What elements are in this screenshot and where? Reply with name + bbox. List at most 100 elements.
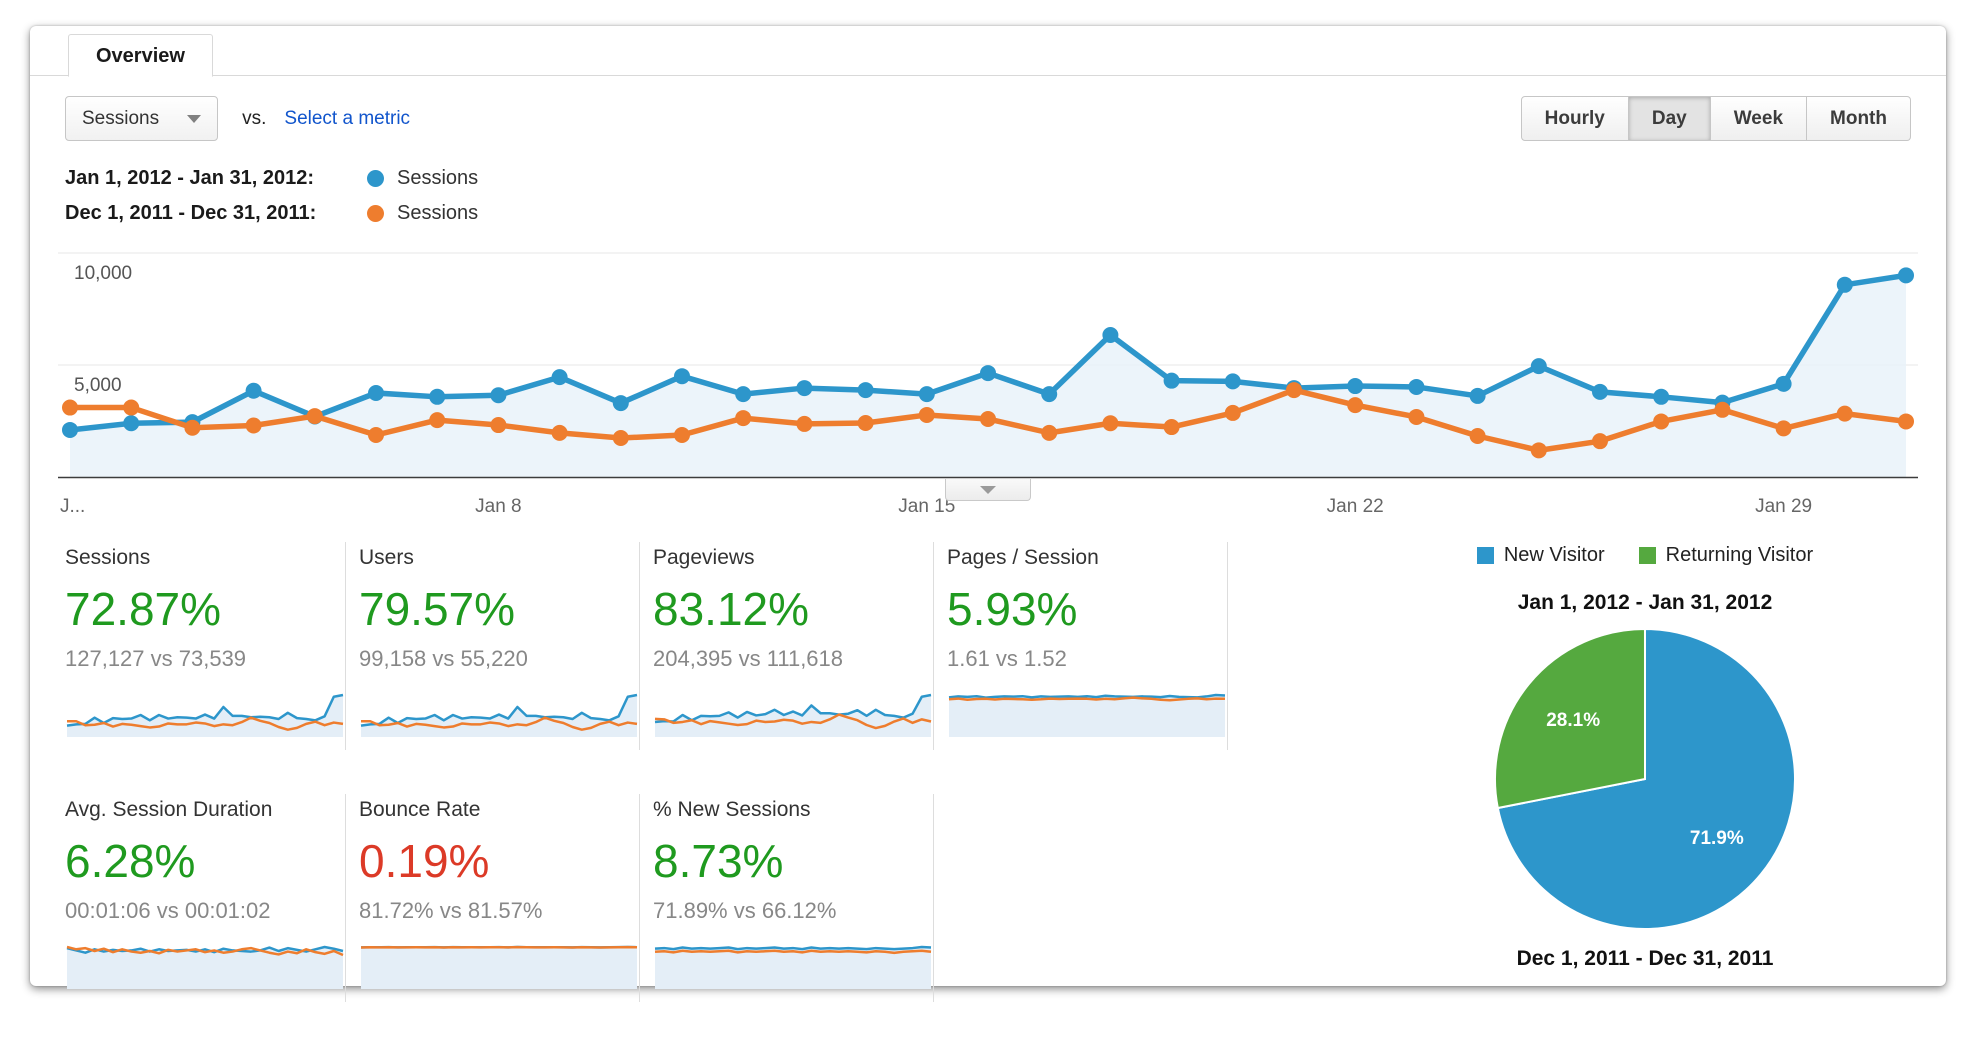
data-point [490,417,506,433]
sparkline-series [655,947,931,949]
pie-slice-label: 28.1% [1546,710,1600,731]
scorecard-users: Users 79.57% 99,158 vs 55,220 [359,542,640,750]
scorecard-values: 71.89% vs 66.12% [653,898,916,924]
scorecard-bounce-rate: Bounce Rate 0.19% 81.72% vs 81.57% [359,794,640,1002]
scorecard-delta: 0.19% [359,834,622,888]
scorecard-delta: 8.73% [653,834,916,888]
granularity-button-month[interactable]: Month [1807,96,1911,141]
scorecard-values: 204,395 vs 111,618 [653,646,916,672]
visitor-type-pie-chart: 71.9%28.1% [1485,619,1805,939]
vs-label: vs. [242,108,266,130]
granularity-button-day[interactable]: Day [1629,96,1711,141]
data-point [123,400,139,416]
data-point [1408,379,1424,395]
scorecard-title: Bounce Rate [359,798,622,822]
data-point [552,369,568,385]
sparkline [947,688,1227,738]
data-point [123,415,139,431]
data-point [1714,402,1730,418]
pie-legend: New Visitor Returning Visitor [1375,544,1915,567]
sparkline [359,940,639,990]
data-point [980,365,996,381]
data-point [62,400,78,416]
data-point [1164,419,1180,435]
legend-date-range: Jan 1, 2012 - Jan 31, 2012: [65,167,347,190]
scorecard-title: % New Sessions [653,798,916,822]
scorecards-row-2: Avg. Session Duration 6.28% 00:01:06 vs … [65,794,1327,1002]
pie-previous-range-title: Dec 1, 2011 - Dec 31, 2011 [1375,947,1915,971]
data-point [1225,405,1241,421]
scorecard-delta: 6.28% [65,834,328,888]
chart-annotations-toggle[interactable] [945,479,1031,501]
granularity-button-group: Hourly Day Week Month [1521,96,1911,141]
data-point [1898,413,1914,429]
data-point [1653,413,1669,429]
chevron-down-icon [187,115,201,123]
data-point [246,383,262,399]
sparkline [653,940,933,990]
data-point [1531,442,1547,458]
pie-legend-label: Returning Visitor [1666,544,1813,567]
data-point [1653,389,1669,405]
granularity-button-week[interactable]: Week [1711,96,1807,141]
scorecard-percent-new-sessions: % New Sessions 8.73% 71.89% vs 66.12% [653,794,934,1002]
sparkline [653,688,933,738]
data-point [735,410,751,426]
data-point [735,386,751,402]
data-point [1592,433,1608,449]
data-point [1225,373,1241,389]
data-point [552,425,568,441]
data-point [1408,409,1424,425]
scorecard-delta: 79.57% [359,582,622,636]
data-point [613,395,629,411]
data-point [1041,386,1057,402]
x-axis-label: Jan 8 [475,496,521,518]
scorecard-values: 99,158 vs 55,220 [359,646,622,672]
scorecard-title: Pageviews [653,546,916,570]
scorecard-delta: 83.12% [653,582,916,636]
scorecard-delta: 5.93% [947,582,1210,636]
data-point [1041,425,1057,441]
legend-date-range: Dec 1, 2011 - Dec 31, 2011: [65,202,347,225]
data-point [62,422,78,438]
pie-legend-label: New Visitor [1504,544,1605,567]
series-dot-blue-icon [367,170,384,187]
data-point [1470,388,1486,404]
chart-legend: Jan 1, 2012 - Jan 31, 2012: Sessions Dec… [30,149,1946,241]
pie-current-range-title: Jan 1, 2012 - Jan 31, 2012 [1375,591,1915,615]
data-point [674,427,690,443]
data-point [1776,420,1792,436]
scorecard-values: 81.72% vs 81.57% [359,898,622,924]
x-axis-label: Jan 29 [1755,496,1812,518]
data-point [184,420,200,436]
scorecard-delta: 72.87% [65,582,328,636]
granularity-button-hourly[interactable]: Hourly [1521,96,1629,141]
tab-overview[interactable]: Overview [68,34,213,77]
data-point [919,407,935,423]
pie-legend-returning-visitor: Returning Visitor [1639,544,1813,567]
data-point [674,368,690,384]
scorecard-sessions: Sessions 72.87% 127,127 vs 73,539 [65,542,346,750]
scorecard-avg-session-duration: Avg. Session Duration 6.28% 00:01:06 vs … [65,794,346,1002]
legend-series-label: Sessions [397,202,478,225]
chevron-down-icon [980,486,996,494]
data-point [1347,378,1363,394]
sparkline [65,940,345,990]
scorecard-title: Avg. Session Duration [65,798,328,822]
data-point [307,408,323,424]
data-point [858,382,874,398]
sparkline [359,688,639,738]
overview-summary-section: Sessions 72.87% 127,127 vs 73,539 Users … [30,526,1946,1046]
data-point [1837,406,1853,422]
sparkline-series [949,698,1225,701]
data-point [429,412,445,428]
scorecard-title: Pages / Session [947,546,1210,570]
select-a-metric-link[interactable]: Select a metric [284,108,410,130]
legend-square-green-icon [1639,547,1656,564]
sparkline-area-fill [67,695,343,737]
metric-selector-dropdown[interactable]: Sessions [65,96,218,141]
metric-selector-value: Sessions [82,108,159,130]
data-point [1347,397,1363,413]
